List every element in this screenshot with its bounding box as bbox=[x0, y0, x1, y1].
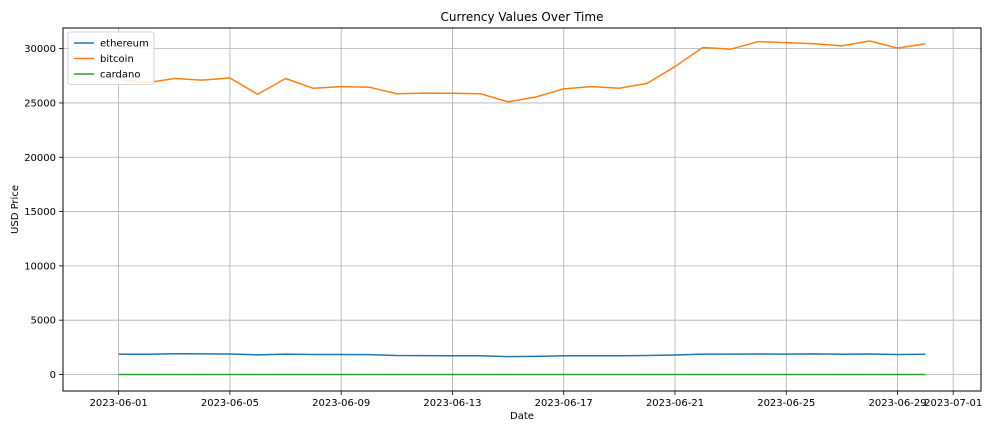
chart-title: Currency Values Over Time bbox=[441, 10, 604, 24]
y-axis: 0 5000 10000 15000 20000 25000 30000 bbox=[24, 44, 63, 381]
x-tick-label: 2023-06-21 bbox=[646, 398, 704, 409]
series-lines bbox=[118, 40, 926, 376]
x-axis-title: Date bbox=[510, 411, 534, 422]
legend-label-bitcoin: bitcoin bbox=[100, 54, 134, 65]
y-tick-label: 0 bbox=[50, 370, 56, 381]
y-tick-label: 15000 bbox=[24, 207, 56, 218]
grid-lines bbox=[63, 28, 981, 391]
x-tick-label: 2023-06-09 bbox=[312, 398, 370, 409]
y-tick-label: 10000 bbox=[24, 261, 56, 272]
x-tick-label: 2023-07-01 bbox=[924, 398, 982, 409]
plot-frame bbox=[62, 27, 982, 392]
series-line-bitcoin bbox=[118, 40, 926, 103]
x-tick-label: 2023-06-01 bbox=[90, 398, 148, 409]
y-tick-label: 5000 bbox=[31, 316, 56, 327]
legend-box bbox=[67, 31, 155, 85]
legend-label-cardano: cardano bbox=[100, 70, 141, 81]
x-tick-label: 2023-06-25 bbox=[757, 398, 815, 409]
x-tick-label: 2023-06-13 bbox=[423, 398, 481, 409]
legend: ethereum bitcoin cardano bbox=[67, 31, 155, 85]
x-tick-label: 2023-06-05 bbox=[201, 398, 259, 409]
x-tick-label: 2023-06-17 bbox=[535, 398, 593, 409]
x-tick-label: 2023-06-29 bbox=[868, 398, 926, 409]
y-tick-label: 20000 bbox=[24, 153, 56, 164]
series-line-ethereum bbox=[118, 353, 926, 358]
legend-label-ethereum: ethereum bbox=[100, 39, 149, 50]
y-axis-title: USD Price bbox=[10, 185, 21, 234]
y-tick-label: 30000 bbox=[24, 44, 56, 55]
x-axis: 2023-06-01 2023-06-05 2023-06-09 2023-06-13… bbox=[90, 391, 982, 409]
y-tick-label: 25000 bbox=[24, 98, 56, 109]
